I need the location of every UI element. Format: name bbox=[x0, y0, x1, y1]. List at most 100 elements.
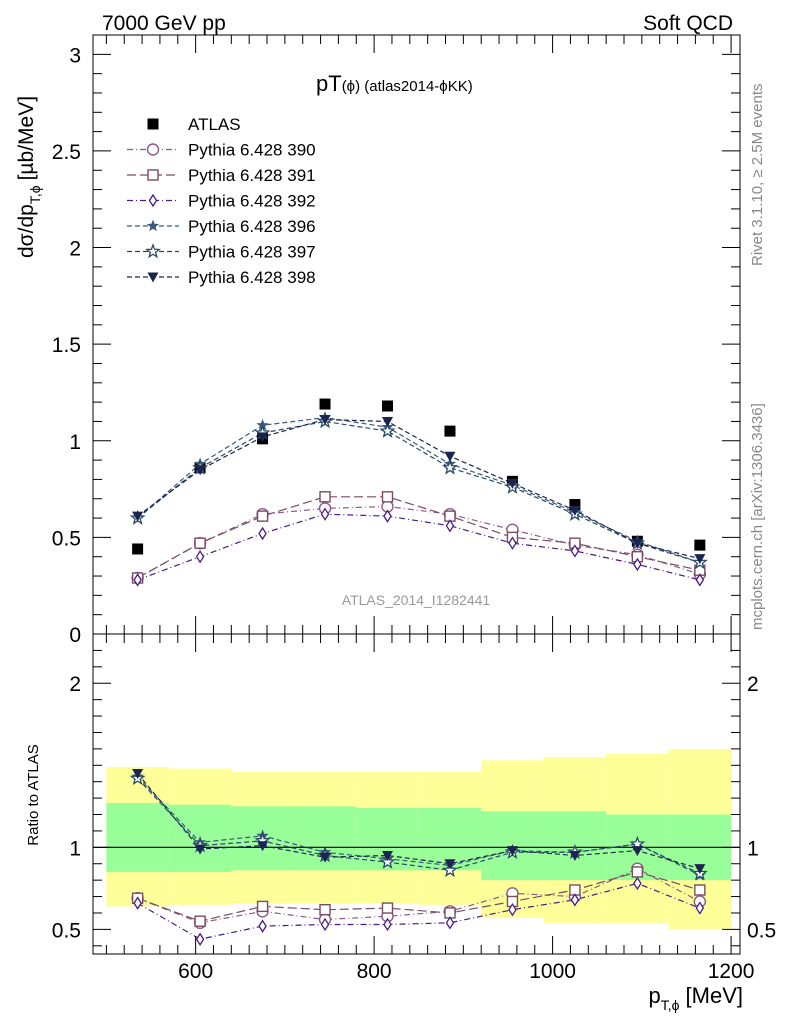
main-data-point bbox=[319, 415, 331, 426]
ratio-data-point bbox=[195, 932, 205, 946]
ratio-data-point bbox=[256, 900, 269, 913]
ratio-data-point bbox=[379, 853, 396, 869]
main-data-point bbox=[319, 491, 331, 503]
main-data-point bbox=[442, 459, 458, 475]
main-data-point bbox=[381, 416, 393, 427]
main-data-point bbox=[256, 418, 269, 431]
main-data-point bbox=[444, 451, 456, 462]
main-data-point bbox=[570, 544, 580, 558]
ratio-data-point bbox=[694, 884, 706, 896]
main-y-tick-label: 2.5 bbox=[52, 141, 81, 164]
legend-label: Pythia 6.428 391 bbox=[188, 166, 316, 185]
main-data-point bbox=[256, 510, 269, 522]
main-y-label-main: dσ/dp bbox=[15, 204, 38, 258]
main-y-tick-label: 1 bbox=[69, 431, 81, 454]
main-data-point bbox=[383, 509, 392, 523]
ratio-data-point bbox=[444, 859, 456, 870]
main-data-point bbox=[381, 400, 393, 412]
ratio-data-point bbox=[381, 902, 394, 914]
legend-marker bbox=[145, 243, 161, 259]
header-left: 7000 GeV pp bbox=[102, 12, 226, 35]
ratio-y-tick-label-left: 2 bbox=[69, 673, 81, 696]
ratio-panel bbox=[93, 748, 740, 946]
main-y-tick-label: 0 bbox=[69, 624, 81, 647]
main-title: pT(ϕ) (atlas2014-ϕKK) bbox=[316, 71, 473, 96]
axes-ticks: 0 0.5 1 1.5 2 2.5 3 0.5 0.5 1 1 2 2 600 800 1000 1200 bbox=[52, 35, 776, 983]
main-data-point bbox=[194, 465, 206, 476]
main-title-small: (ϕ) (atlas2014-ϕKK) bbox=[342, 78, 473, 95]
ratio-y-tick-label-right: 2 bbox=[747, 673, 759, 696]
ratio-series-line bbox=[137, 776, 701, 876]
ratio-data-point bbox=[508, 902, 517, 917]
header-right: Soft QCD bbox=[643, 12, 733, 35]
x-tick-label: 600 bbox=[178, 960, 213, 983]
legend-marker bbox=[148, 193, 158, 208]
ratio-y-axis-label: Ratio to ATLAS bbox=[25, 744, 42, 845]
ratio-y-tick-label-left: 1 bbox=[69, 837, 81, 860]
main-data-point bbox=[508, 536, 517, 550]
ratio-panel-frame bbox=[92, 633, 741, 955]
x-tick-label: 1200 bbox=[708, 960, 755, 983]
main-series-line bbox=[137, 416, 700, 564]
main-y-tick-label: 2 bbox=[69, 238, 81, 261]
ratio-data-point bbox=[570, 893, 580, 907]
ratio-data-point bbox=[442, 861, 458, 878]
ratio-data-point bbox=[258, 919, 267, 933]
ratio-data-point bbox=[194, 915, 206, 927]
main-y-label-sub: T,ϕ bbox=[27, 185, 43, 204]
main-data-point bbox=[569, 499, 581, 511]
ratio-data-point bbox=[319, 903, 331, 916]
ratio-series-line bbox=[137, 773, 700, 870]
x-label-main: p bbox=[649, 983, 661, 1008]
legend-label: Pythia 6.428 392 bbox=[188, 192, 316, 211]
main-y-tick-label: 1.5 bbox=[52, 334, 81, 357]
ratio-data-point bbox=[383, 917, 392, 932]
main-data-point bbox=[132, 543, 144, 555]
ratio-y-tick-label-left: 0.5 bbox=[52, 919, 81, 942]
main-data-point bbox=[132, 511, 144, 522]
main-data-point bbox=[444, 425, 456, 437]
ratio-data-point bbox=[631, 846, 643, 857]
legend-marker bbox=[147, 118, 159, 130]
ratio-band-inner bbox=[106, 803, 169, 872]
legend: ATLAS Pythia 6.428 390 Pythia 6.428 391 Pyt… bbox=[127, 115, 316, 287]
x-label-sub: T,ϕ bbox=[661, 997, 680, 1013]
ratio-data-point bbox=[320, 917, 330, 932]
legend-marker bbox=[146, 219, 160, 232]
main-series-line bbox=[137, 420, 700, 564]
ratio-data-point bbox=[506, 846, 518, 857]
ratio-data-point bbox=[631, 866, 644, 878]
main-data-point bbox=[694, 539, 706, 551]
main-y-tick-label: 0.5 bbox=[52, 527, 81, 550]
x-tick-label: 800 bbox=[357, 960, 392, 983]
legend-label: Pythia 6.428 390 bbox=[188, 141, 316, 160]
main-data-point bbox=[381, 491, 394, 503]
main-data-point bbox=[257, 432, 269, 443]
main-data-point bbox=[633, 557, 642, 572]
ratio-data-point bbox=[133, 896, 142, 910]
ratio-series-line bbox=[137, 777, 701, 875]
ratio-data-point bbox=[319, 852, 331, 863]
ratio-data-point bbox=[695, 901, 705, 915]
main-y-axis-label: dσ/dpT,ϕ [µb/MeV] bbox=[15, 96, 43, 258]
ratio-data-point bbox=[694, 864, 706, 875]
x-label-unit: [MeV] bbox=[686, 983, 743, 1008]
main-data-point bbox=[379, 422, 396, 438]
main-data-point bbox=[320, 507, 330, 521]
main-data-point bbox=[194, 537, 206, 549]
x-tick-label: 1000 bbox=[529, 960, 576, 983]
main-y-tick-label: 3 bbox=[69, 44, 81, 67]
legend-label: Pythia 6.428 398 bbox=[188, 268, 316, 287]
legend-label: Pythia 6.428 396 bbox=[188, 217, 316, 236]
main-panel bbox=[129, 398, 708, 587]
main-data-point bbox=[133, 573, 142, 587]
ratio-data-point bbox=[194, 844, 206, 855]
ratio-y-tick-label-right: 1 bbox=[747, 837, 759, 860]
legend-marker bbox=[146, 143, 160, 156]
main-data-point bbox=[319, 398, 331, 410]
ratio-y-tick-label-right: 0.5 bbox=[747, 919, 776, 942]
main-data-point bbox=[694, 554, 706, 565]
main-data-point bbox=[569, 505, 581, 516]
legend-label: Pythia 6.428 397 bbox=[188, 243, 316, 262]
